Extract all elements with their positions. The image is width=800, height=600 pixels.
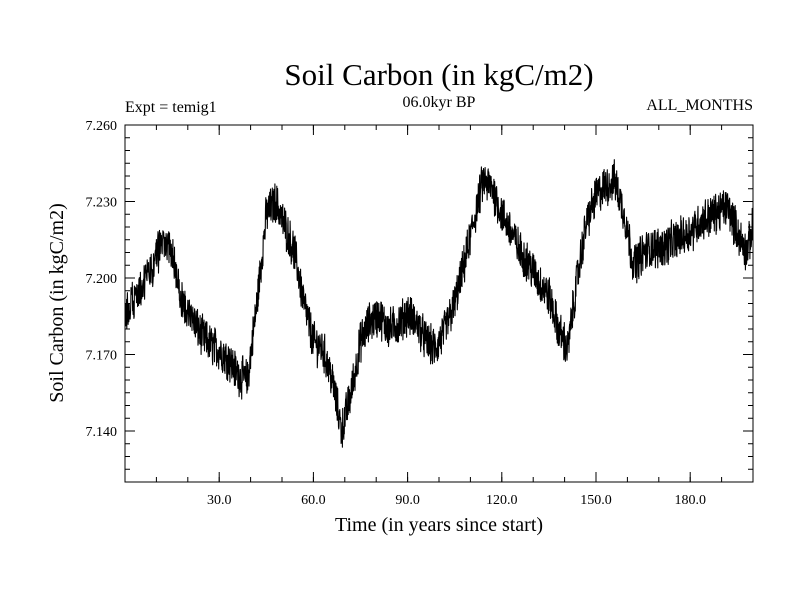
axis-tick-labels: 30.0 60.0 90.0 120.0 150.0 180.0 7.140 7.170 7.2…: [86, 119, 706, 508]
x-tick-label: 30.0: [207, 493, 232, 508]
chart-title: Soil Carbon (in kgC/m2): [284, 57, 593, 92]
experiment-label: Expt = temig1: [125, 99, 217, 116]
y-axis-label: Soil Carbon (in kgC/m2): [46, 203, 68, 402]
y-tick-label: 7.140: [86, 425, 118, 440]
months-label: ALL_MONTHS: [646, 97, 753, 114]
axis-ticks: [125, 124, 753, 482]
x-tick-label: 120.0: [486, 493, 518, 508]
x-tick-label: 150.0: [580, 493, 612, 508]
x-axis-label: Time (in years since start): [335, 514, 543, 536]
y-tick-label: 7.200: [86, 272, 118, 287]
y-tick-label: 7.170: [86, 349, 118, 364]
x-tick-label: 90.0: [395, 493, 420, 508]
x-tick-label: 60.0: [301, 493, 326, 508]
x-tick-label: 180.0: [674, 493, 706, 508]
series-line-soil-carbon: [124, 159, 754, 448]
period-label: 06.0kyr BP: [403, 94, 476, 111]
y-tick-label: 7.260: [86, 119, 118, 134]
plot-frame: [124, 124, 754, 483]
y-tick-label: 7.230: [86, 196, 118, 211]
